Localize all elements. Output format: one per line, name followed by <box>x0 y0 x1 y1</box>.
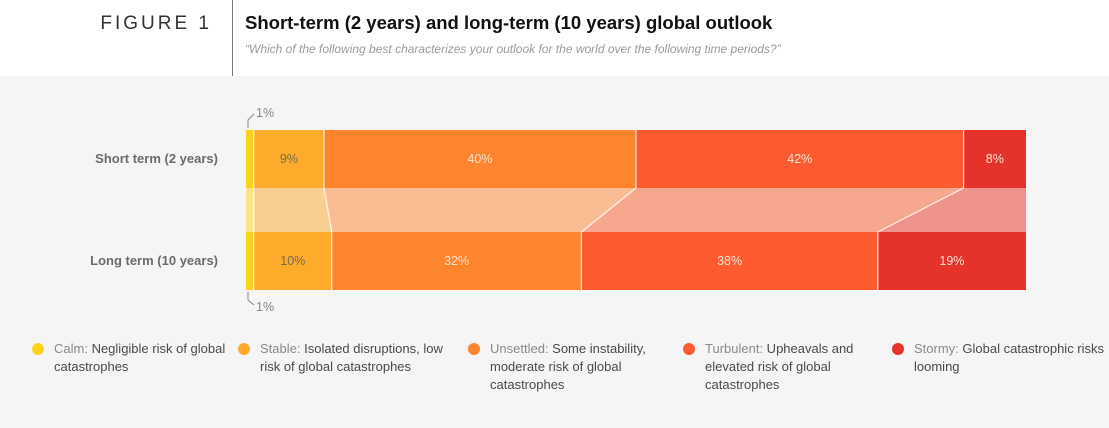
bar-unsettled-long-term <box>331 232 582 290</box>
legend-name: Turbulent: <box>705 341 764 356</box>
legend-dot-unsettled <box>468 343 480 355</box>
separator-line <box>581 187 637 233</box>
legend-text: Some instability, moderate risk of globa… <box>490 341 646 392</box>
legend-name: Stormy: <box>914 341 959 356</box>
data-label-turbulent-short-term: 42% <box>787 152 812 166</box>
connector-band-calm <box>246 188 254 232</box>
bar-calm-long-term <box>246 232 254 290</box>
legend-dot-calm <box>32 343 44 355</box>
legend-dot-stormy <box>892 343 904 355</box>
connector-band-turbulent <box>581 188 964 232</box>
legend-text: Upheavals and elevated risk of global ca… <box>705 341 854 392</box>
legend-dot-turbulent <box>683 343 695 355</box>
legend-item-unsettled: Unsettled: Some instability, moderate ri… <box>468 340 680 394</box>
legend-item-stable: Stable: Isolated disruptions, low risk o… <box>238 340 460 376</box>
callout-line-calm-long-term <box>247 292 255 306</box>
legend-text: Negligible risk of global catastrophes <box>54 341 226 374</box>
data-label-calm-long-term: 1% <box>256 300 274 314</box>
legend-name: Unsettled: <box>490 341 549 356</box>
bar-stable-short-term <box>253 130 324 188</box>
figure-number: FIGURE 1 <box>100 13 212 34</box>
legend-item-calm: Calm: Negligible risk of global catastro… <box>32 340 234 376</box>
data-label-turbulent-long-term: 38% <box>717 254 742 268</box>
data-label-stable-long-term: 10% <box>280 254 305 268</box>
connector-band-stormy <box>877 188 1026 232</box>
chart-title: Short-term (2 years) and long-term (10 y… <box>245 12 773 33</box>
data-label-unsettled-long-term: 32% <box>444 254 469 268</box>
bar-calm-short-term <box>246 130 254 188</box>
figure-header: FIGURE 1 Short-term (2 years) and long-t… <box>0 0 1109 76</box>
legend-text: Isolated disruptions, low risk of global… <box>260 341 443 374</box>
bar-turbulent-long-term <box>581 232 878 290</box>
chart-subtitle: “Which of the following best characteriz… <box>245 42 781 56</box>
data-label-calm-short-term: 1% <box>256 106 274 120</box>
bar-stormy-short-term <box>963 130 1026 188</box>
connector-band-unsettled <box>324 188 636 232</box>
data-label-stormy-long-term: 19% <box>939 254 964 268</box>
bar-unsettled-short-term <box>324 130 636 188</box>
separator-line <box>877 187 964 233</box>
legend-dot-stable <box>238 343 250 355</box>
separator-line <box>323 187 333 233</box>
row-label-short-term: Short term (2 years) <box>95 151 218 166</box>
data-label-stable-short-term: 9% <box>280 152 298 166</box>
header-divider <box>232 0 233 76</box>
legend-item-stormy: Stormy: Global catastrophic risks loomin… <box>892 340 1109 376</box>
data-label-stormy-short-term: 8% <box>986 152 1004 166</box>
row-label-long-term: Long term (10 years) <box>90 253 218 268</box>
legend-item-turbulent: Turbulent: Upheavals and elevated risk o… <box>683 340 885 394</box>
legend-name: Calm: <box>54 341 88 356</box>
bar-stable-long-term <box>253 232 332 290</box>
legend-text: Global catastrophic risks looming <box>914 341 1105 374</box>
connector-band-stable <box>253 188 332 232</box>
callout-line-calm-short-term <box>247 113 255 128</box>
stacked-bar-chart: 9% 40% 42% 8% 10% 32% 38% 19% 1% 1% <box>246 106 1026 314</box>
bar-turbulent-short-term <box>636 130 964 188</box>
bar-stormy-long-term <box>877 232 1026 290</box>
data-label-unsettled-short-term: 40% <box>467 152 492 166</box>
legend-name: Stable: <box>260 341 301 356</box>
